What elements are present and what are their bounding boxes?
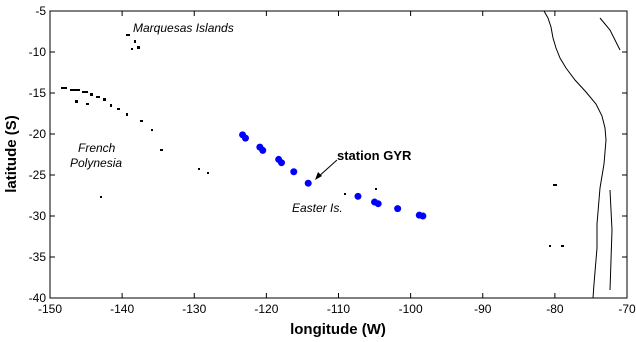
y-tick-label: -30 xyxy=(29,209,47,223)
y-tick-label: -5 xyxy=(35,4,46,18)
station-point xyxy=(354,192,362,200)
station-markers xyxy=(239,131,427,220)
x-tick-label: -80 xyxy=(546,302,564,316)
y-tick-label: -15 xyxy=(29,86,47,100)
x-tick-label: -110 xyxy=(327,302,350,316)
x-axis-title: longitude (W) xyxy=(290,321,386,338)
x-tick-label: -140 xyxy=(110,302,134,316)
y-tick-label: -40 xyxy=(29,291,47,305)
station-point xyxy=(374,200,382,208)
x-tick-label: -150 xyxy=(38,302,62,316)
label-easter-island: Easter Is. xyxy=(292,201,343,215)
plot-area xyxy=(49,10,628,299)
x-tick-label: -120 xyxy=(254,302,278,316)
y-tick-label: -20 xyxy=(29,127,47,141)
station-point xyxy=(241,134,249,142)
x-tick-label: -100 xyxy=(399,302,423,316)
x-tick-label: -130 xyxy=(182,302,206,316)
y-axis-title: latitude (S) xyxy=(3,115,20,193)
y-tick-label: -10 xyxy=(29,45,47,59)
station-arrow xyxy=(315,159,338,180)
y-axis-ticks: -5 -10 -15 -20 -25 -30 -35 -40 xyxy=(29,4,627,305)
islands xyxy=(61,34,564,247)
station-point xyxy=(259,146,267,154)
station-point xyxy=(304,179,312,187)
label-station-gyr: station GYR xyxy=(337,148,412,163)
x-tick-label: -70 xyxy=(618,302,636,316)
coastline-south-america xyxy=(543,10,621,299)
station-point xyxy=(278,159,286,167)
station-point xyxy=(394,205,402,213)
y-tick-label: -35 xyxy=(29,250,47,264)
station-point xyxy=(419,212,427,220)
x-axis-ticks: -150 -140 -130 -120 -110 -100 -90 -80 -70 xyxy=(38,11,636,316)
x-tick-label: -90 xyxy=(474,302,492,316)
station-point xyxy=(290,168,298,176)
y-tick-label: -25 xyxy=(29,168,47,182)
label-marquesas-islands: Marquesas Islands xyxy=(133,21,234,35)
label-french-line1: French xyxy=(78,141,116,155)
label-french-line2: Polynesia xyxy=(70,156,122,170)
